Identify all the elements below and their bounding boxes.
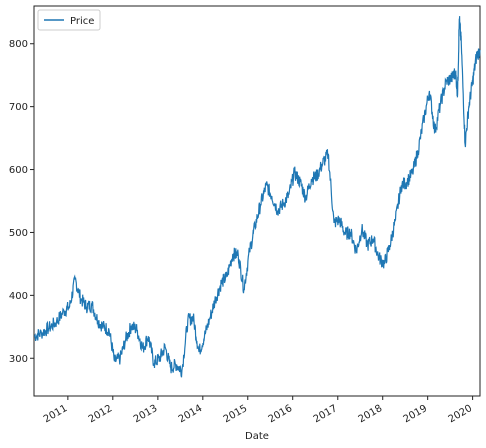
- x-axis: 2011 2012 2013 2014 2015 2016 2017 2018 2019 2020: [42, 396, 474, 425]
- x-tick-label-2012: 2012: [87, 403, 115, 425]
- x-tick-label-2018: 2018: [357, 403, 385, 425]
- x-axis-title: Date: [245, 431, 269, 442]
- series-line-price: [33, 16, 481, 378]
- x-tick-label-2015: 2015: [222, 403, 250, 425]
- x-tick-label-2019: 2019: [402, 403, 430, 425]
- y-axis: 300 400 500 600 700 800: [9, 39, 34, 365]
- y-tick-label-800: 800: [9, 39, 28, 50]
- x-tick-label-2014: 2014: [177, 403, 205, 425]
- legend-label-price: Price: [70, 16, 94, 27]
- x-tick-label-2016: 2016: [267, 403, 295, 425]
- x-tick-label-2020: 2020: [447, 403, 475, 425]
- x-tick-label-2011: 2011: [42, 403, 70, 425]
- x-tick-label-2017: 2017: [312, 403, 340, 425]
- legend: Price: [37, 9, 101, 31]
- x-tick-label-2013: 2013: [132, 403, 160, 425]
- y-tick-label-400: 400: [9, 291, 28, 302]
- y-tick-label-500: 500: [9, 228, 28, 239]
- y-tick-label-300: 300: [9, 354, 28, 365]
- legend-box: [37, 9, 101, 31]
- y-tick-label-700: 700: [9, 102, 28, 113]
- plot-frame: [33, 5, 481, 397]
- y-tick-label-600: 600: [9, 165, 28, 176]
